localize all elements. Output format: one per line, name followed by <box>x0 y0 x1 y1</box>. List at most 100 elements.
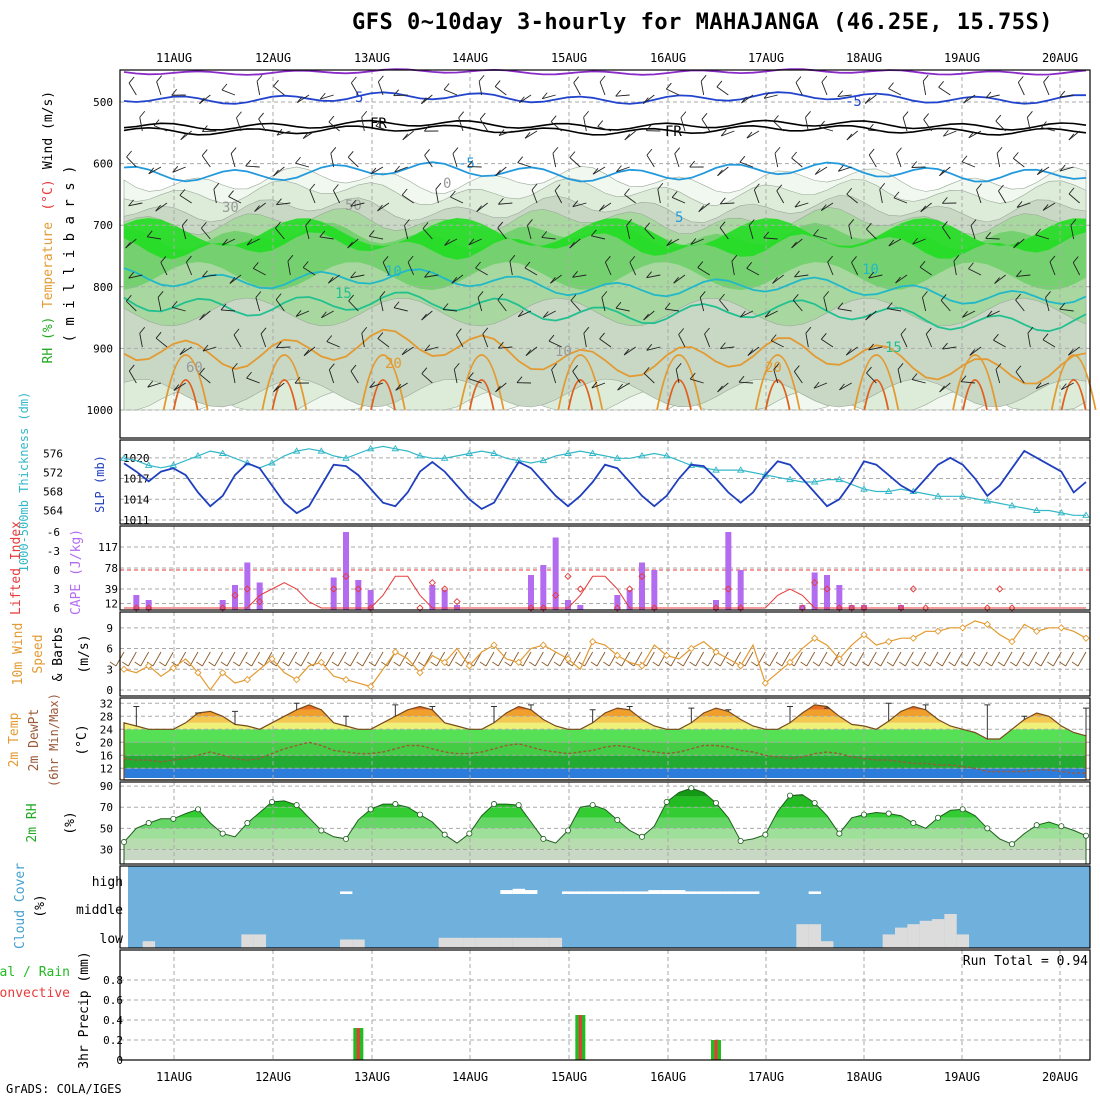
date-label-top: 14AUG <box>452 51 488 65</box>
thickness-marker <box>613 454 622 461</box>
panel-frame <box>119 865 1091 949</box>
wind-barb <box>719 293 725 301</box>
wind-barb <box>689 661 696 667</box>
wind-barb <box>421 367 428 375</box>
wind-barb <box>377 204 383 212</box>
cloud-low-bar <box>537 937 550 948</box>
wind-barb <box>805 110 811 118</box>
precip-convective-bar <box>356 1028 360 1060</box>
li-tick: 0 <box>53 564 60 577</box>
wind-barb <box>273 385 279 393</box>
cape-bar <box>232 585 238 610</box>
thickness-marker <box>243 459 252 466</box>
wind-speed-marker <box>145 662 153 670</box>
li-marker <box>576 585 584 593</box>
rh-marker <box>490 801 497 808</box>
date-label-bottom: 15AUG <box>551 1070 587 1084</box>
wind-barb <box>862 661 869 667</box>
wind-barb <box>126 150 132 158</box>
wind-barb <box>1015 371 1025 384</box>
wind-barb <box>541 661 548 667</box>
cape-tick: 78 <box>105 562 118 575</box>
wind-barb <box>1052 651 1062 667</box>
wind-barb <box>968 131 975 139</box>
wind-barb <box>1068 348 1074 356</box>
wind-barb <box>1016 202 1031 208</box>
precip-tick: 0.2 <box>103 1034 123 1047</box>
rh-band <box>124 849 1086 860</box>
wind-barb <box>874 661 881 667</box>
wind-barb <box>1060 166 1074 172</box>
wind-barb <box>1015 651 1025 667</box>
wind-barb <box>572 202 587 208</box>
cape-bar <box>330 577 337 610</box>
wind-barb <box>719 299 729 312</box>
wind-barb <box>497 227 507 240</box>
wind-speed-marker <box>983 620 991 629</box>
wind-barb <box>160 262 168 276</box>
wind-barb <box>997 661 1005 667</box>
cape-tick: 12 <box>105 598 118 611</box>
temp-tick: 16 <box>100 749 113 762</box>
wind-barb <box>820 204 827 211</box>
wind-barb <box>222 238 236 246</box>
axis-label: (m/s) <box>77 634 92 673</box>
wind-barb <box>226 651 236 667</box>
wind-barb <box>700 81 705 96</box>
rh-marker <box>935 814 942 821</box>
wind-barb <box>377 81 384 96</box>
wind-barb <box>443 309 458 312</box>
wind-barb <box>642 97 649 104</box>
wind-barb <box>922 74 929 82</box>
cloud-low-bar <box>919 920 933 948</box>
temperature-contour <box>123 91 1086 105</box>
wind-barb <box>275 299 285 312</box>
wind-barb <box>1043 75 1049 83</box>
rh-band <box>124 817 1086 829</box>
axis-label: 2m RH <box>25 803 40 842</box>
wind-barb <box>393 301 400 309</box>
wind-barb <box>1027 326 1034 334</box>
wind-barb <box>985 661 992 667</box>
wind-barb <box>231 369 236 384</box>
wind-speed-marker <box>564 655 572 663</box>
li-marker <box>231 591 239 599</box>
axis-label: Wind (m/s) <box>41 91 56 169</box>
wind-barb <box>401 348 408 356</box>
wind-barb <box>1061 382 1074 391</box>
panel-frame <box>119 697 1091 781</box>
wind-barb <box>623 348 630 356</box>
li-marker <box>811 579 819 587</box>
wind-barb <box>572 365 578 372</box>
wind-barb <box>726 661 733 667</box>
wind-speed-marker <box>490 641 498 649</box>
wind-barb <box>319 92 326 100</box>
li-marker <box>1008 604 1016 612</box>
wind-barb <box>421 373 433 384</box>
wind-barb <box>233 334 242 348</box>
wind-barb <box>468 238 475 246</box>
date-label-top: 13AUG <box>354 51 390 65</box>
cape-bar <box>367 590 374 610</box>
cloud-high-bar <box>611 891 624 894</box>
li-marker <box>823 585 831 593</box>
wind-barb <box>230 147 237 154</box>
wind-barb <box>379 297 384 312</box>
footer-credit: GrADS: COLA/IGES <box>6 1082 122 1096</box>
wind-barb <box>155 202 168 212</box>
wind-barb <box>821 75 828 83</box>
wind-barb <box>228 196 242 204</box>
wind-barb <box>213 189 217 204</box>
wind-barb <box>350 274 365 279</box>
cloud-high-bar <box>636 891 649 894</box>
li-marker <box>256 598 264 606</box>
thickness-tick: 572 <box>43 467 63 480</box>
wind-speed-marker <box>293 675 301 684</box>
wind-barb <box>763 237 778 240</box>
wind-barb <box>1037 166 1050 176</box>
temperature-contour <box>468 379 495 411</box>
temp-band <box>124 729 1086 743</box>
wind-barb <box>128 76 135 84</box>
cloud-low-bar <box>895 927 908 948</box>
wind-tick: 0 <box>106 684 113 697</box>
